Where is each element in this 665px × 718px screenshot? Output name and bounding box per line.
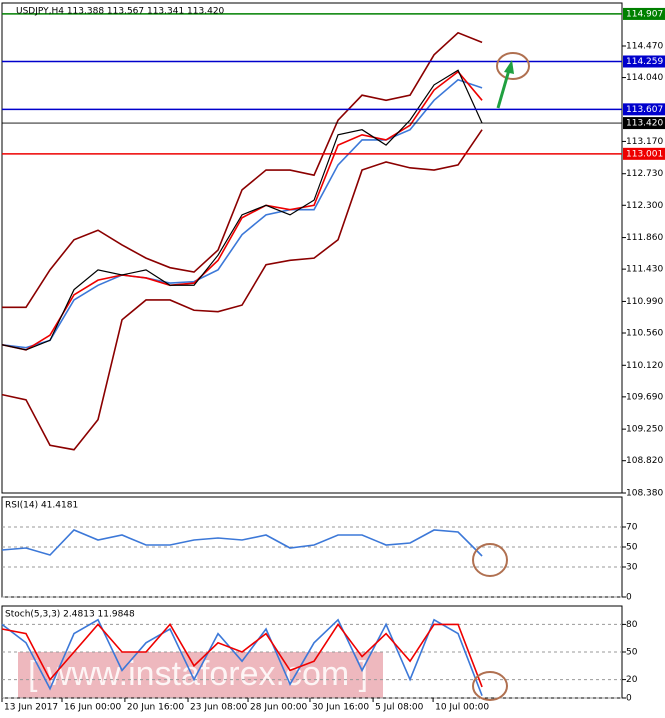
x-tick-label: 16 Jun 00:00 (64, 703, 121, 713)
y-tick-label: 112.300 (626, 201, 663, 211)
annotation-arrow (496, 69, 511, 109)
series-line (1, 78, 483, 349)
y-tick-label: 80 (626, 620, 638, 630)
level-label: 113.607 (626, 105, 663, 115)
level-label-box (623, 103, 665, 116)
series-line (1, 70, 483, 351)
x-tick-label: 30 Jun 16:00 (312, 703, 369, 713)
series-line (1, 69, 483, 351)
level-label-box (623, 7, 665, 20)
y-tick-label: 108.380 (626, 489, 663, 499)
y-tick-label: 110.560 (626, 328, 663, 338)
series-line (1, 618, 483, 696)
panel-title: Stoch(5,3,3) 2.4813 11.9848 (5, 610, 135, 620)
level-label-box (623, 147, 665, 160)
series-line (2, 31, 483, 309)
y-tick-label: 20 (626, 675, 638, 685)
y-tick-label: 50 (626, 543, 638, 553)
y-tick-label: 109.250 (626, 425, 663, 435)
y-tick-label: 113.170 (626, 137, 663, 147)
series-line (1, 623, 483, 688)
x-tick-label: 10 Jul 00:00 (435, 703, 489, 713)
series-line (1, 129, 483, 451)
panel-frame (1, 2, 623, 494)
series-line (1, 529, 483, 557)
y-tick-label: 109.690 (626, 392, 663, 402)
x-tick-label: 23 Jun 08:00 (190, 703, 247, 713)
y-tick-label: 108.820 (626, 456, 663, 466)
level-label: 114.259 (626, 57, 663, 67)
y-tick-label: 114.040 (626, 73, 663, 83)
x-tick-label: 20 Jun 16:00 (127, 703, 184, 713)
y-tick-label: 114.470 (626, 42, 663, 52)
y-tick-label: 30 (626, 563, 638, 573)
level-label: 113.420 (626, 119, 663, 129)
level-label: 114.907 (626, 9, 663, 19)
y-tick-label: 112.730 (626, 169, 663, 179)
x-tick-label: 28 Jun 00:00 (250, 703, 307, 713)
annotation-circle (472, 671, 508, 701)
annotation-arrow-head (504, 60, 514, 74)
y-tick-label: 110.990 (626, 297, 663, 307)
x-tick-label: 5 Jul 08:00 (375, 703, 424, 713)
level-label: 113.001 (626, 149, 663, 159)
level-label-box (623, 117, 665, 130)
panel-title: RSI(14) 41.4181 (5, 501, 78, 511)
y-tick-label: 0 (626, 694, 632, 704)
annotation-circle (496, 52, 530, 80)
annotation-circle (472, 543, 508, 577)
level-label-box (623, 55, 665, 68)
y-tick-label: 0 (626, 593, 632, 603)
y-tick-label: 50 (626, 648, 638, 658)
y-tick-label: 110.120 (626, 361, 663, 371)
x-tick-label: 13 Jun 2017 (4, 703, 58, 713)
panel-title: USDJPY,H4 113.388 113.567 113.341 113.42… (16, 7, 225, 17)
y-tick-label: 111.430 (626, 265, 663, 275)
watermark: [ www.instaforex.com ] (28, 655, 368, 693)
y-tick-label: 70 (626, 523, 638, 533)
y-tick-label: 111.860 (626, 233, 663, 243)
